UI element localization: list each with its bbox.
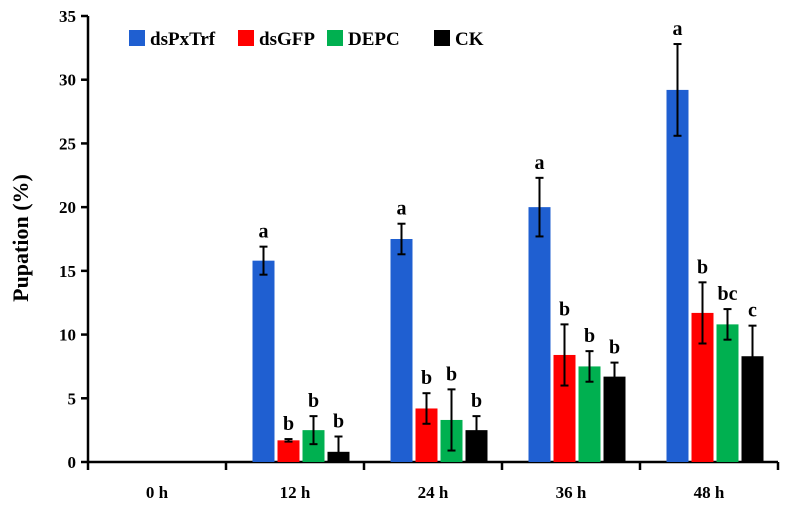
y-tick-label: 5 [68,389,77,408]
bar [277,440,300,462]
significance-label: b [609,337,620,359]
bar [302,430,325,462]
bar [415,408,438,462]
y-tick-label: 30 [59,71,76,90]
bar [666,89,689,462]
bar [691,312,714,462]
x-tick-label: 12 h [280,483,311,502]
x-tick-label: 48 h [694,483,725,502]
significance-label: b [697,256,708,278]
bar [716,324,739,462]
y-tick-label: 25 [59,134,76,153]
significance-label: a [259,221,269,243]
y-axis-title: Pupation (%) [8,174,33,302]
bar [553,354,576,462]
y-tick-label: 15 [59,262,76,281]
legend-label: DEPC [348,29,400,50]
significance-label: b [584,325,595,347]
y-tick-label: 35 [59,7,76,26]
bar [390,239,413,462]
legend-label: dsPxTrf [150,29,216,50]
y-tick-label: 10 [59,326,76,345]
significance-label: a [673,18,683,40]
significance-label: c [748,300,757,322]
significance-label: b [421,367,432,389]
bar [465,430,488,462]
significance-label: a [535,152,545,174]
significance-label: b [446,363,457,385]
legend-swatch [129,30,145,46]
axes-layer: 0 5 10 15 20 25 30 35 0 h 12 h 24 h 36 h 48 h [59,7,780,502]
bar [578,366,601,462]
significance-label: a [397,198,407,220]
significance-label: b [471,390,482,412]
y-tick-label: 0 [68,453,77,472]
x-tick-label: 24 h [418,483,449,502]
legend-swatch [327,30,343,46]
significance-label: b [283,413,294,435]
bar [252,260,275,462]
significance-label: bc [718,283,738,305]
significance-label: b [559,298,570,320]
significance-label: b [308,390,319,412]
bar [741,356,764,462]
significance-label: b [333,411,344,433]
legend: dsPxTrf dsGFP DEPC CK [129,29,484,50]
bar [603,376,626,462]
legend-label: dsGFP [259,29,315,50]
y-tick-label: 20 [59,198,76,217]
x-tick-label: 36 h [556,483,587,502]
x-tick-label: 0 h [146,483,169,502]
legend-swatch [434,30,450,46]
legend-label: CK [455,29,484,50]
bar [528,207,551,462]
legend-swatch [238,30,254,46]
